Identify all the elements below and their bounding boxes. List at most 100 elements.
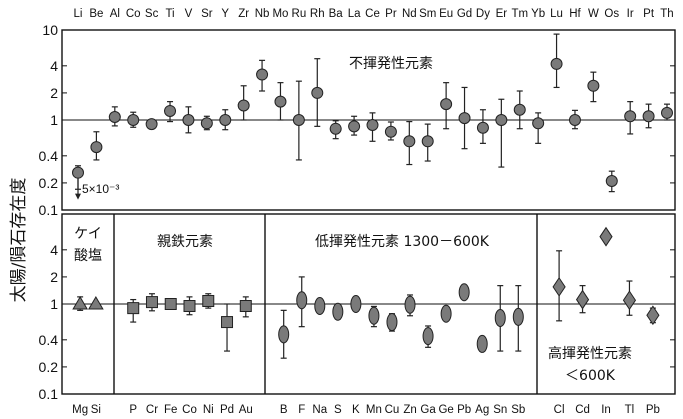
panel-title-4: 高揮発性元素 bbox=[548, 345, 632, 362]
panel-title-4: ＜600K bbox=[565, 368, 616, 384]
data-point-mo bbox=[274, 95, 287, 108]
y-tick-label: 10 bbox=[42, 22, 58, 38]
data-point-sm bbox=[421, 135, 434, 148]
element-label-ir: Ir bbox=[627, 8, 634, 20]
data-point-ir bbox=[624, 110, 637, 123]
data-point-be bbox=[90, 141, 103, 154]
element-label-nb: Nb bbox=[255, 8, 270, 20]
element-label-ni: Ni bbox=[203, 404, 214, 416]
element-label-au: Au bbox=[239, 404, 253, 416]
element-label-pb: Pb bbox=[457, 404, 471, 416]
element-label-gd: Gd bbox=[457, 8, 472, 20]
data-point-in bbox=[599, 226, 613, 247]
element-label-p: P bbox=[129, 404, 137, 416]
y-axis: 10 4 2 1 0.4 0.2 0.1 4 2 1 0.4 0.2 0.1 bbox=[39, 22, 675, 402]
element-label-li: Li bbox=[74, 8, 83, 20]
data-point-sc bbox=[145, 118, 158, 131]
element-label-ba: Ba bbox=[329, 8, 344, 20]
data-point-na bbox=[314, 297, 326, 316]
annotation-lower-limit: 5×10⁻³ bbox=[82, 182, 119, 196]
panel-title-1: 酸塩 bbox=[74, 248, 102, 264]
element-label-s: S bbox=[334, 404, 342, 416]
element-label-zr: Zr bbox=[238, 8, 249, 20]
data-point-ag bbox=[476, 334, 488, 353]
data-point-cd bbox=[575, 289, 590, 310]
data-point-la bbox=[348, 120, 361, 133]
y-tick-label: 2 bbox=[50, 85, 58, 101]
data-point-cu bbox=[386, 313, 398, 332]
data-point-zr bbox=[237, 99, 250, 112]
y-tick-label: 2 bbox=[50, 269, 58, 285]
y-tick-label: 0.4 bbox=[39, 148, 59, 164]
element-label-fe: Fe bbox=[164, 404, 177, 416]
y-tick-label: 1 bbox=[50, 112, 58, 128]
y-tick-label: 0.1 bbox=[39, 386, 59, 402]
data-point-tl bbox=[622, 290, 637, 311]
element-label-co: Co bbox=[126, 8, 141, 20]
element-label-be: Be bbox=[89, 8, 103, 20]
data-point-fe bbox=[164, 298, 177, 310]
data-point-rh bbox=[311, 86, 324, 99]
data-point-lu bbox=[550, 57, 563, 70]
element-label-sb: Sb bbox=[511, 404, 525, 416]
data-point-sr bbox=[200, 117, 213, 130]
y-tick-label: 4 bbox=[50, 242, 58, 258]
data-point-b bbox=[278, 325, 290, 344]
element-label-dy: Dy bbox=[476, 8, 490, 20]
element-label-ag: Ag bbox=[475, 404, 489, 416]
element-label-f: F bbox=[298, 404, 305, 416]
element-label-b: B bbox=[280, 404, 288, 416]
data-marks bbox=[72, 33, 673, 359]
data-point-ga bbox=[422, 327, 434, 346]
y-tick-label: 0.4 bbox=[39, 332, 59, 348]
data-point-eu bbox=[440, 98, 453, 111]
element-label-ge: Ge bbox=[438, 404, 453, 416]
data-point-pd bbox=[221, 316, 234, 329]
element-label-ce: Ce bbox=[365, 8, 380, 20]
data-point-nb bbox=[256, 68, 269, 81]
element-label-v: V bbox=[185, 8, 193, 20]
data-point-ru bbox=[292, 114, 305, 126]
element-label-y: Y bbox=[221, 8, 229, 20]
data-point-sb bbox=[512, 307, 524, 326]
element-label-cu: Cu bbox=[385, 404, 400, 416]
bottom-element-labels: Mg Si P Cr Fe Co Ni Pd Au B F Na S K Mn Cu Zn Ga Ge Pb Ag Sn S… bbox=[72, 404, 660, 416]
y-tick-label: 4 bbox=[50, 58, 58, 74]
data-point-tm bbox=[513, 103, 526, 116]
element-label-zn: Zn bbox=[403, 404, 416, 416]
arrow-head bbox=[75, 193, 81, 200]
data-point-gd bbox=[458, 112, 471, 125]
data-point-al bbox=[108, 110, 121, 123]
element-label-cl: Cl bbox=[554, 404, 565, 416]
data-point-k bbox=[350, 295, 362, 313]
data-point-pb bbox=[458, 283, 470, 302]
data-point-hf bbox=[568, 114, 581, 126]
element-label-ti: Ti bbox=[165, 8, 174, 20]
data-point-ti bbox=[164, 104, 177, 117]
y-tick-label: 0.1 bbox=[39, 202, 59, 218]
top-element-labels: Li Be Al Co Sc Ti V Sr Y Zr Nb Mo Ru Rh Ba La Ce Pr Nd Sm Eu… bbox=[74, 8, 674, 20]
element-label-al: Al bbox=[110, 8, 120, 20]
element-label-pt: Pt bbox=[643, 8, 655, 20]
element-label-sm: Sm bbox=[419, 8, 436, 20]
data-point-li bbox=[72, 166, 84, 179]
y-tick-label: 1 bbox=[50, 296, 58, 312]
y-axis-label: 太陽/隕石存在度 bbox=[9, 178, 29, 303]
data-point-nd bbox=[403, 135, 416, 148]
data-point-cr bbox=[145, 296, 158, 309]
element-label-yb: Yb bbox=[531, 8, 545, 20]
y-tick-label: 0.2 bbox=[39, 175, 59, 191]
data-point-s bbox=[332, 302, 344, 321]
panel-title-2: 親鉄元素 bbox=[157, 234, 213, 250]
element-label-rh: Rh bbox=[310, 8, 325, 20]
data-point-y bbox=[219, 114, 232, 126]
element-label-pd: Pd bbox=[220, 404, 234, 416]
element-label-lu: Lu bbox=[550, 8, 563, 20]
data-point-yb bbox=[532, 117, 545, 130]
element-label-la: La bbox=[348, 8, 361, 20]
element-label-tl: Tl bbox=[625, 404, 635, 416]
data-point-th bbox=[661, 106, 673, 119]
data-point-mn bbox=[368, 306, 380, 325]
element-label-mn: Mn bbox=[366, 404, 382, 416]
